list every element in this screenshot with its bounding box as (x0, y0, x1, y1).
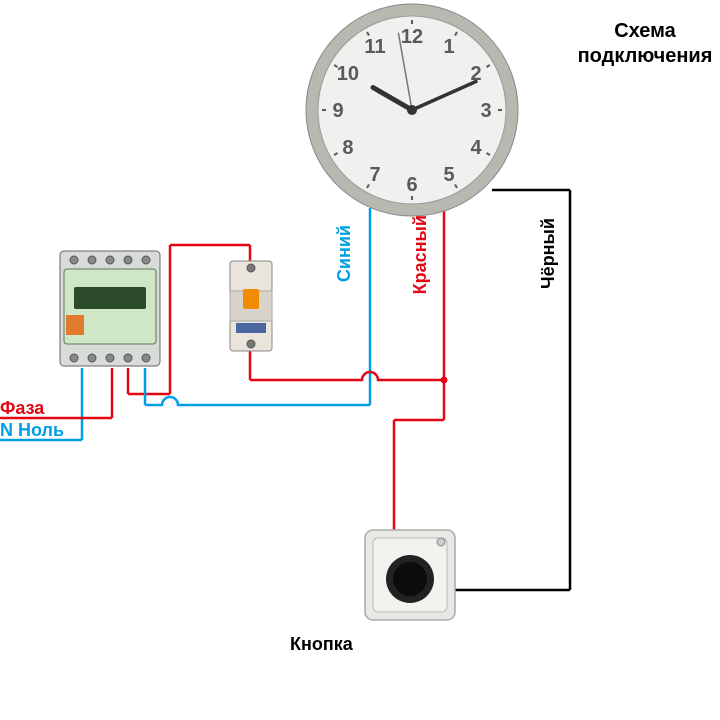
diagram-title-2: подключения (560, 45, 720, 68)
svg-text:4: 4 (471, 137, 483, 159)
wire-red-label: Красный (410, 215, 431, 294)
power-meter (60, 251, 160, 366)
svg-text:7: 7 (369, 164, 380, 186)
svg-text:1: 1 (443, 36, 454, 58)
svg-text:3: 3 (480, 100, 491, 122)
svg-text:6: 6 (406, 174, 417, 196)
clock: 121234567891011 (306, 4, 518, 216)
svg-text:9: 9 (332, 100, 343, 122)
wire-blue-label: Синий (334, 225, 355, 282)
svg-text:8: 8 (342, 137, 353, 159)
circuit-breaker (230, 261, 272, 351)
phase-label: Фаза (0, 398, 44, 419)
svg-text:10: 10 (337, 63, 359, 85)
neutral-label: N Ноль (0, 420, 64, 441)
push-button (365, 530, 455, 620)
svg-text:12: 12 (401, 26, 423, 48)
svg-text:5: 5 (443, 164, 454, 186)
svg-text:11: 11 (364, 36, 385, 58)
wire-black-label: Чёрный (538, 218, 559, 289)
button-label: Кнопка (290, 634, 353, 655)
wiring-diagram: 121234567891011 (0, 0, 720, 720)
diagram-title-1: Схема (575, 20, 715, 43)
